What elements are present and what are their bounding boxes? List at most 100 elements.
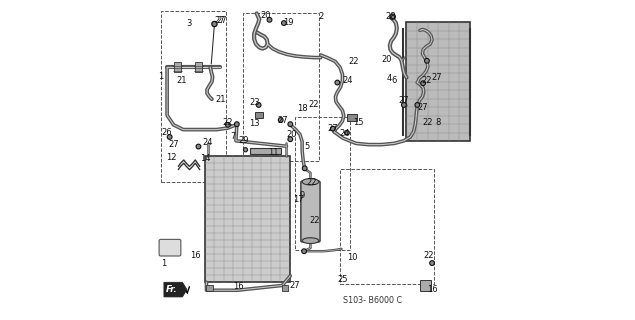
Text: 22: 22 [309,216,319,225]
Text: 29: 29 [238,136,248,145]
Circle shape [244,148,248,152]
Circle shape [391,15,394,18]
Text: 19: 19 [283,18,293,27]
FancyBboxPatch shape [301,181,320,242]
Text: 27: 27 [418,103,429,112]
Circle shape [234,122,239,126]
Text: 1: 1 [158,72,163,81]
Circle shape [415,103,420,107]
Text: 24: 24 [340,129,350,138]
Text: 16: 16 [190,252,201,260]
FancyBboxPatch shape [159,239,181,256]
Text: 22: 22 [423,118,433,127]
Text: 25: 25 [337,275,348,284]
Text: 23: 23 [250,98,260,107]
Circle shape [431,262,433,264]
Circle shape [289,138,291,140]
Circle shape [225,123,230,127]
Text: 21: 21 [177,76,187,85]
Circle shape [402,103,406,107]
Text: 24: 24 [203,138,213,147]
Text: 17: 17 [293,195,304,204]
Text: 2: 2 [318,12,323,21]
Circle shape [302,249,306,253]
Circle shape [269,19,271,21]
Text: 3: 3 [186,19,192,28]
Bar [406,22,470,141]
Circle shape [331,126,335,131]
Text: 22: 22 [307,178,317,187]
Circle shape [416,104,418,106]
Bar [173,62,181,72]
Text: 18: 18 [297,104,307,113]
Circle shape [346,132,348,134]
Text: 28: 28 [385,12,396,20]
Circle shape [336,82,338,84]
Circle shape [288,137,293,141]
Circle shape [213,23,216,25]
Circle shape [421,81,425,85]
Text: 14: 14 [199,154,210,163]
Text: 27: 27 [215,16,225,25]
Circle shape [422,82,424,84]
Text: 21: 21 [216,95,226,104]
Text: 27: 27 [328,124,338,133]
Circle shape [403,104,405,106]
Circle shape [279,118,283,122]
Circle shape [335,80,340,85]
Text: 16: 16 [234,282,244,291]
Text: 5: 5 [305,142,310,151]
Circle shape [257,103,261,107]
Circle shape [267,18,272,22]
Text: 4: 4 [387,74,392,83]
Ellipse shape [302,238,319,244]
Circle shape [303,250,305,252]
Circle shape [425,59,429,63]
Ellipse shape [302,179,319,185]
Bar [243,13,319,161]
Text: 1: 1 [161,260,166,268]
Text: 20: 20 [260,11,271,20]
Text: 26: 26 [161,128,172,137]
Bar [340,169,434,284]
Text: 24: 24 [342,76,353,85]
Text: 8: 8 [436,118,441,127]
Bar [420,280,431,291]
Circle shape [212,21,217,27]
Text: 22: 22 [309,100,319,109]
Text: 22: 22 [421,76,432,85]
Circle shape [227,124,229,126]
Circle shape [197,145,199,148]
Text: 22: 22 [424,251,434,260]
Text: 11: 11 [268,148,279,157]
Circle shape [304,167,306,170]
Polygon shape [164,282,187,297]
Text: 6: 6 [392,76,397,85]
Text: 9: 9 [300,191,305,200]
Circle shape [283,22,285,24]
Circle shape [302,166,307,171]
Circle shape [196,144,201,149]
Text: 20: 20 [286,130,297,139]
Text: S103- B6000 C: S103- B6000 C [343,296,402,305]
Text: 27: 27 [216,16,227,25]
Text: 16: 16 [427,285,438,294]
Circle shape [258,104,260,106]
Text: Fr.: Fr. [166,285,178,294]
Bar [205,156,290,282]
Circle shape [282,21,286,25]
Circle shape [168,135,172,139]
Text: 20: 20 [381,55,392,64]
Circle shape [390,14,395,19]
Text: 27: 27 [399,96,409,105]
Circle shape [430,261,434,265]
Text: 7: 7 [230,132,236,140]
Bar [347,114,357,121]
Text: 22: 22 [348,57,359,66]
Text: 22: 22 [222,118,232,127]
Text: 12: 12 [166,153,176,162]
Circle shape [288,122,293,126]
Circle shape [168,136,171,138]
Bar [282,285,288,291]
Text: 27: 27 [277,116,288,124]
